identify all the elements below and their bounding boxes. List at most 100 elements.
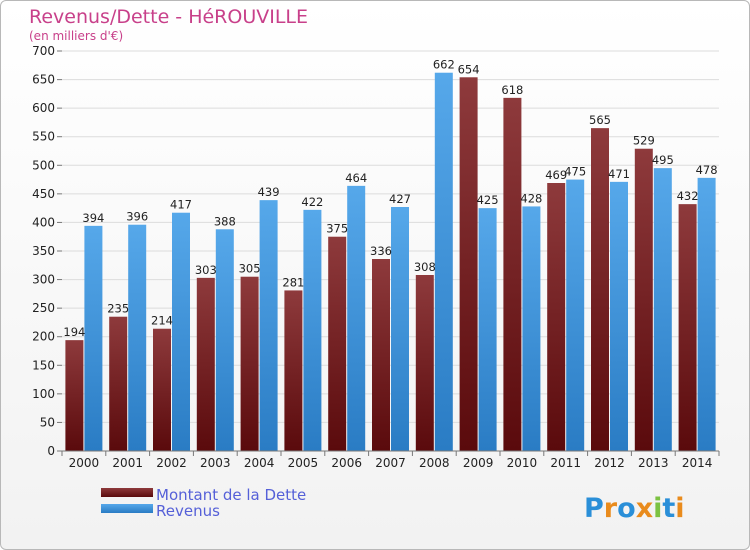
bar-dette bbox=[153, 328, 171, 451]
bar-dette-label: 469 bbox=[545, 168, 567, 182]
bars bbox=[65, 72, 716, 452]
logo-letter: r bbox=[604, 493, 618, 524]
legend-label-dette: Montant de la Dette bbox=[156, 486, 306, 504]
logo-letter: i bbox=[653, 493, 662, 524]
bar-dette-label: 235 bbox=[107, 302, 129, 316]
y-tick-label: 0 bbox=[47, 444, 55, 458]
bar-revenus-label: 388 bbox=[214, 214, 236, 228]
bar-dette-label: 336 bbox=[370, 244, 392, 258]
bar-dette bbox=[109, 316, 128, 451]
bar-dette bbox=[634, 148, 653, 451]
bar-revenus bbox=[84, 225, 103, 451]
bar-dette-label: 214 bbox=[151, 314, 173, 328]
legend-label-revenus: Revenus bbox=[156, 502, 220, 520]
x-tick-label: 2000 bbox=[69, 456, 100, 470]
chart-subtitle: (en milliers d'€) bbox=[29, 29, 123, 43]
bar-revenus-label: 464 bbox=[345, 171, 367, 185]
bar-revenus bbox=[566, 179, 585, 452]
bar-dette-label: 529 bbox=[633, 134, 655, 148]
legend-swatch-dette bbox=[101, 488, 153, 497]
x-tick-label: 2013 bbox=[638, 456, 669, 470]
bar-dette bbox=[591, 128, 609, 451]
x-tick-label: 2005 bbox=[288, 456, 319, 470]
bar-dette bbox=[328, 236, 347, 451]
chart-title: Revenus/Dette - HéROUVILLE bbox=[29, 6, 308, 28]
x-tick-label: 2002 bbox=[156, 456, 187, 470]
bar-dette-label: 194 bbox=[63, 325, 85, 339]
bar-revenus-label: 396 bbox=[126, 210, 148, 224]
bar-revenus-label: 428 bbox=[520, 191, 542, 205]
x-tick-label: 2004 bbox=[244, 456, 275, 470]
y-tick-label: 700 bbox=[32, 44, 55, 58]
bar-dette-label: 305 bbox=[239, 262, 261, 276]
y-axis-ticks: 0 50 100 150 200 250 300 350 400 450 500 550 600 650 7… bbox=[32, 44, 62, 458]
x-tick-label: 2014 bbox=[682, 456, 713, 470]
bar-revenus-label: 495 bbox=[652, 153, 674, 167]
legend-swatch-revenus bbox=[101, 504, 153, 513]
bar-revenus-label: 394 bbox=[82, 211, 104, 225]
bar-dette bbox=[65, 340, 84, 451]
x-tick-label: 2009 bbox=[463, 456, 494, 470]
bar-revenus-label: 471 bbox=[608, 167, 630, 181]
bar-revenus-label: 478 bbox=[696, 163, 718, 177]
bar-dette bbox=[503, 97, 522, 451]
y-tick-label: 600 bbox=[32, 101, 55, 115]
bar-revenus bbox=[347, 185, 366, 451]
y-tick-label: 550 bbox=[32, 130, 55, 144]
x-tick-label: 2007 bbox=[375, 456, 406, 470]
legend: Montant de la Dette Revenus bbox=[101, 486, 306, 520]
bar-revenus bbox=[215, 229, 234, 451]
logo-letter: i bbox=[675, 493, 684, 524]
bar-revenus bbox=[522, 206, 541, 451]
y-tick-label: 150 bbox=[32, 358, 55, 372]
bar-dette-label: 618 bbox=[501, 83, 523, 97]
bar-revenus bbox=[259, 200, 278, 451]
bar-dette-label: 565 bbox=[589, 113, 611, 127]
bar-revenus bbox=[391, 207, 409, 451]
bar-revenus-label: 422 bbox=[301, 195, 323, 209]
bar-dette-label: 308 bbox=[414, 260, 436, 274]
bar-dette-label: 432 bbox=[677, 189, 699, 203]
logo-letter: t bbox=[662, 493, 675, 524]
x-tick-label: 2010 bbox=[507, 456, 538, 470]
bar-dette-label: 375 bbox=[326, 222, 348, 236]
y-tick-label: 350 bbox=[32, 244, 55, 258]
bar-revenus bbox=[478, 208, 497, 451]
logo-letter: P bbox=[584, 493, 604, 524]
bar-revenus bbox=[653, 168, 672, 451]
bar-revenus bbox=[303, 209, 322, 451]
bar-dette-label: 281 bbox=[282, 275, 304, 289]
bar-revenus bbox=[172, 212, 190, 451]
bar-dette bbox=[284, 290, 303, 451]
x-tick-label: 2012 bbox=[594, 456, 625, 470]
bar-dette bbox=[415, 275, 434, 451]
bar-revenus-label: 662 bbox=[433, 58, 455, 72]
y-tick-label: 450 bbox=[32, 187, 55, 201]
y-tick-label: 300 bbox=[32, 273, 55, 287]
bar-dette bbox=[372, 259, 390, 451]
bar-revenus bbox=[697, 177, 716, 451]
bar-revenus bbox=[128, 224, 147, 451]
x-tick-label: 2001 bbox=[112, 456, 143, 470]
bar-revenus-label: 439 bbox=[258, 185, 280, 199]
y-tick-label: 500 bbox=[32, 158, 55, 172]
bar-revenus-label: 475 bbox=[564, 165, 586, 179]
bar-dette bbox=[196, 277, 215, 451]
y-tick-label: 200 bbox=[32, 330, 55, 344]
bar-revenus bbox=[610, 181, 628, 451]
bar-dette-label: 303 bbox=[195, 263, 217, 277]
bar-dette bbox=[547, 183, 566, 451]
logo-letter: o bbox=[617, 493, 636, 524]
bar-dette bbox=[678, 204, 697, 451]
x-tick-label: 2003 bbox=[200, 456, 231, 470]
grid-lines bbox=[62, 50, 719, 423]
y-tick-label: 650 bbox=[32, 73, 55, 87]
x-tick-label: 2011 bbox=[550, 456, 581, 470]
x-tick-label: 2006 bbox=[331, 456, 362, 470]
bar-revenus-label: 417 bbox=[170, 198, 192, 212]
x-tick-label: 2008 bbox=[419, 456, 450, 470]
y-tick-label: 250 bbox=[32, 301, 55, 315]
